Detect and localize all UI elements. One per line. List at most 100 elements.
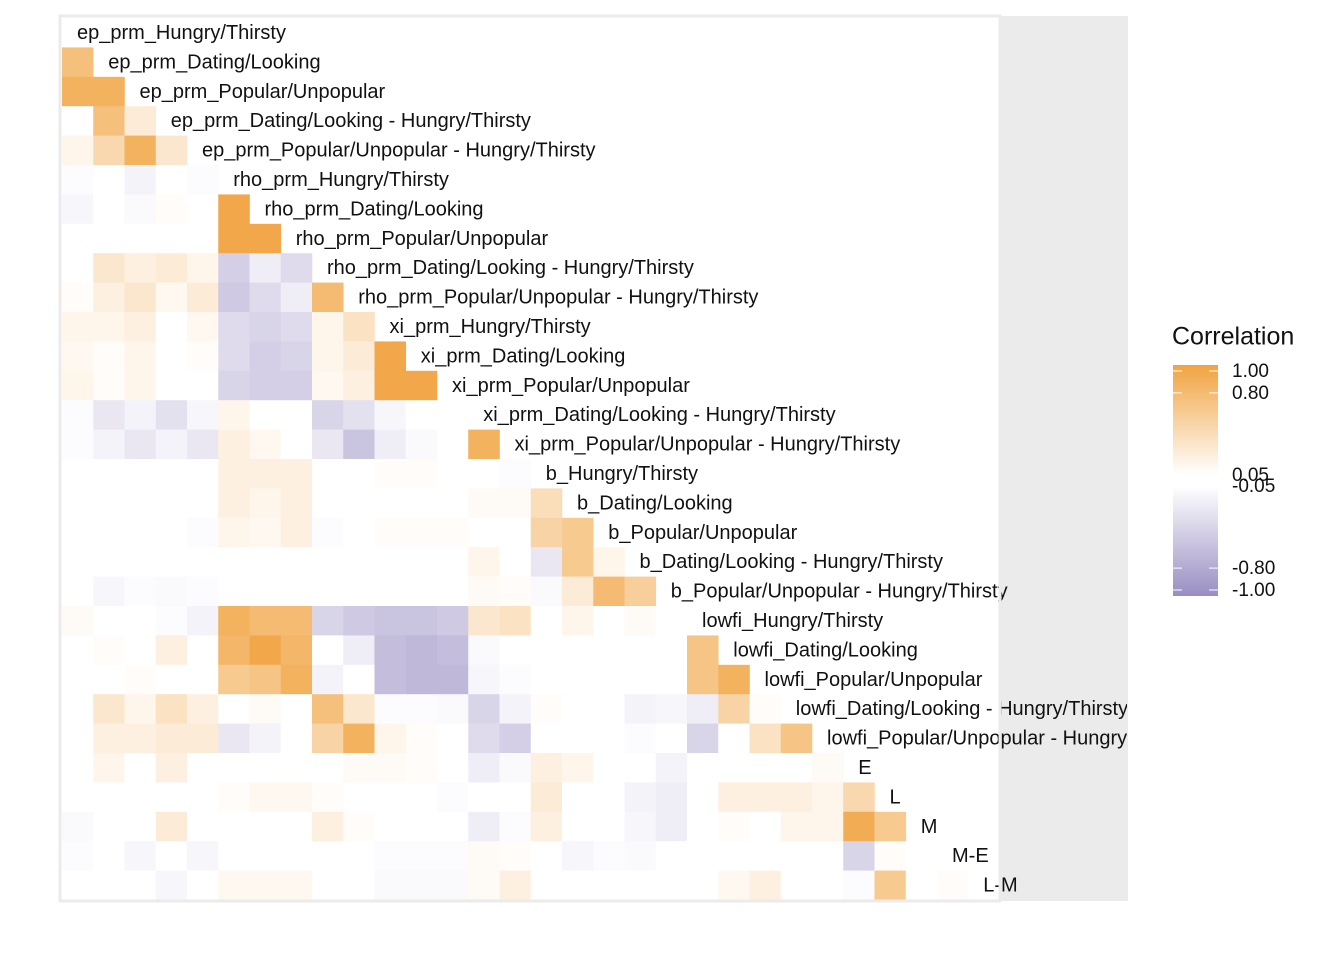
heatmap-cell (468, 635, 500, 666)
heatmap-cell (187, 429, 219, 460)
heatmap-cell (593, 811, 625, 842)
heatmap-cell (155, 694, 188, 724)
heatmap-cell (93, 429, 125, 460)
heatmap-cell (155, 429, 188, 460)
heatmap-cell (280, 811, 313, 842)
heatmap-cell (468, 811, 500, 842)
heatmap-cell (280, 547, 313, 577)
heatmap-cell (187, 870, 219, 901)
heatmap-cell (312, 664, 344, 695)
heatmap-cell (437, 547, 469, 577)
heatmap-cell (343, 723, 375, 754)
heatmap-cell (530, 488, 563, 519)
heatmap-cell (249, 370, 282, 401)
heatmap-cell (530, 870, 563, 901)
variable-label: lowfi_Hungry/Thirsty (702, 610, 883, 632)
heatmap-cell (374, 811, 407, 842)
heatmap-cell (655, 870, 688, 901)
heatmap-cell (62, 782, 94, 813)
heatmap-cell (62, 47, 94, 78)
heatmap-cell (468, 576, 500, 607)
heatmap-cell (530, 753, 563, 783)
heatmap-cell (249, 870, 282, 901)
heatmap-cell (187, 547, 219, 577)
heatmap-cell (93, 223, 125, 254)
heatmap-cell (374, 753, 407, 783)
heatmap-cell (124, 811, 157, 842)
heatmap-cell (62, 811, 94, 842)
heatmap-cell (93, 635, 125, 666)
heatmap-cell (280, 312, 313, 342)
heatmap-cell (124, 606, 157, 636)
heatmap-cell (405, 694, 438, 724)
heatmap-cell (62, 106, 94, 136)
heatmap-cell (218, 694, 250, 724)
heatmap-cell (343, 429, 375, 460)
heatmap-cell (93, 400, 125, 430)
heatmap-cell (343, 400, 375, 430)
heatmap-cell (343, 870, 375, 901)
heatmap-cell (905, 870, 938, 901)
heatmap-cell (468, 753, 500, 783)
heatmap-cell (93, 194, 125, 225)
heatmap-cell (437, 488, 469, 519)
heatmap-cell (249, 635, 282, 666)
heatmap-cell (437, 576, 469, 607)
variable-label: rho_prm_Hungry/Thirsty (233, 169, 449, 191)
heatmap-cell (187, 370, 219, 401)
legend-title: Correlation (1172, 323, 1294, 351)
heatmap-cell (62, 223, 94, 254)
heatmap-cell (93, 370, 125, 401)
heatmap-cell (280, 576, 313, 607)
heatmap-cell (374, 635, 407, 666)
heatmap-cell (312, 547, 344, 577)
heatmap-cell (280, 429, 313, 460)
heatmap-cell (718, 664, 750, 695)
heatmap-cell (749, 723, 782, 754)
heatmap-cell (499, 841, 532, 871)
heatmap-cell (187, 841, 219, 871)
colorbar-tick-label: 1.00 (1232, 361, 1269, 382)
heatmap-cell (499, 635, 532, 666)
heatmap-cell (468, 459, 500, 489)
heatmap-cell (374, 370, 407, 401)
heatmap-cell (624, 635, 657, 666)
heatmap-cell (780, 811, 813, 842)
heatmap-cell (468, 664, 500, 695)
heatmap-cell (93, 517, 125, 548)
heatmap-cell (374, 547, 407, 577)
heatmap-cell (562, 547, 594, 577)
heatmap-cell (187, 165, 219, 195)
heatmap-cell (249, 723, 282, 754)
heatmap-cell (62, 459, 94, 489)
heatmap-cell (343, 782, 375, 813)
heatmap-cell (280, 870, 313, 901)
heatmap-cell (562, 870, 594, 901)
heatmap-cell (874, 841, 907, 871)
heatmap-cell (312, 370, 344, 401)
variable-label: lowfi_Popular/Unpopular - Hungry/Thirsty (827, 728, 1193, 750)
heatmap-cell (437, 635, 469, 666)
heatmap-cell (437, 429, 469, 460)
heatmap-cell (468, 517, 500, 548)
heatmap-cell (312, 400, 344, 430)
heatmap-cell (655, 664, 688, 695)
heatmap-cell (749, 811, 782, 842)
heatmap-cell (124, 106, 157, 136)
heatmap-cell (187, 723, 219, 754)
heatmap-cell (530, 664, 563, 695)
heatmap-cell (312, 782, 344, 813)
heatmap-cell (562, 664, 594, 695)
heatmap-cell (437, 517, 469, 548)
heatmap-cell (687, 723, 719, 754)
heatmap-cell (843, 782, 875, 813)
heatmap-cell (437, 723, 469, 754)
variable-label: M-E (952, 845, 989, 867)
heatmap-cell (312, 282, 344, 313)
variable-label: b_Popular/Unpopular (608, 522, 797, 544)
heatmap-cell (280, 488, 313, 519)
heatmap-cell (624, 782, 657, 813)
variable-label: lowfi_Dating/Looking - Hungry/Thirsty (796, 698, 1128, 720)
heatmap-cell (93, 106, 125, 136)
heatmap-cell (124, 223, 157, 254)
